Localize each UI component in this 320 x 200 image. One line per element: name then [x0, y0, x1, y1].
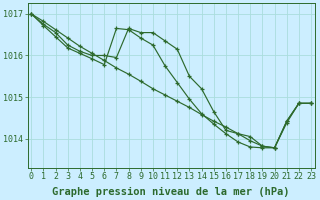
X-axis label: Graphe pression niveau de la mer (hPa): Graphe pression niveau de la mer (hPa) [52, 186, 290, 197]
